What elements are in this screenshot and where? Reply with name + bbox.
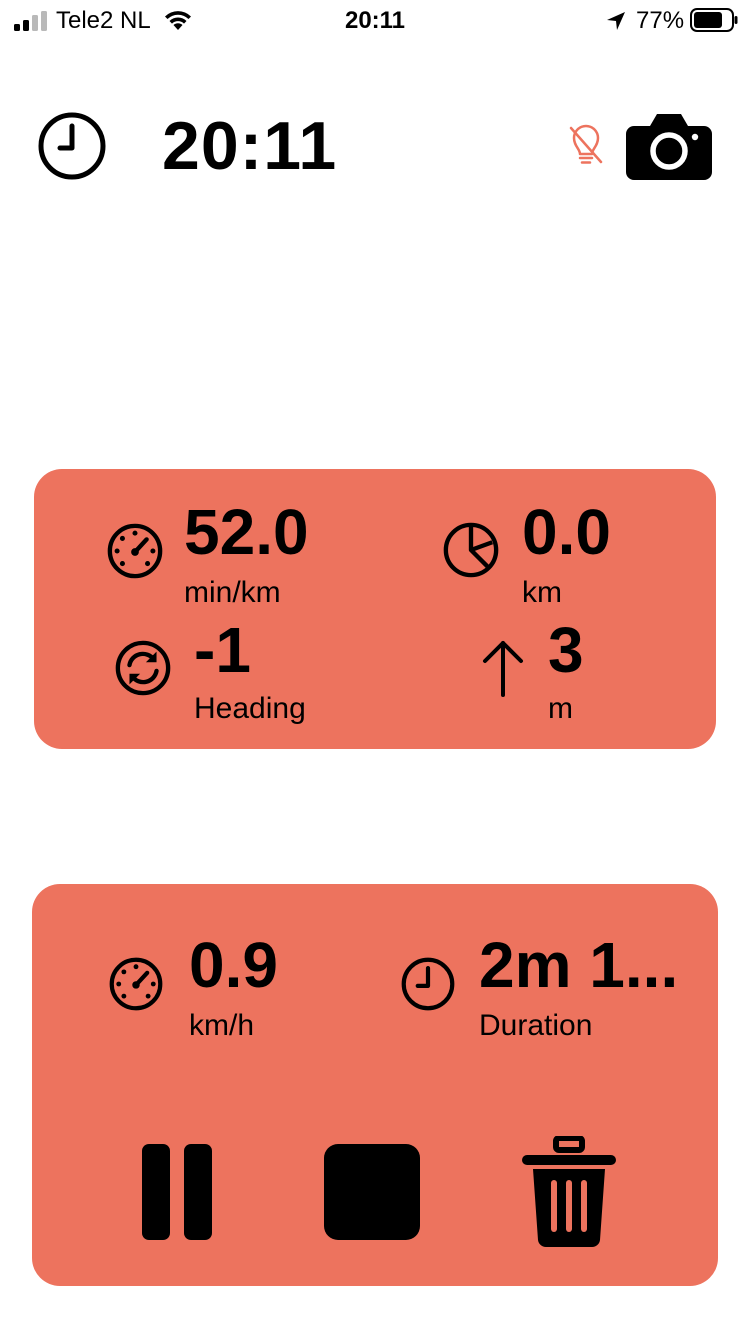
- altitude-unit: m: [548, 692, 573, 725]
- distance-value: 0.0: [522, 496, 611, 568]
- signal-icon: [14, 11, 47, 31]
- sync-icon: [115, 640, 171, 696]
- battery-percent: 77%: [636, 7, 685, 34]
- heading-value: -1: [194, 614, 251, 686]
- carrier-name: Tele2 NL: [56, 7, 151, 34]
- status-time: 20:11: [344, 7, 406, 34]
- status-bar: Tele2 NL 20:11 77%: [0, 0, 750, 44]
- speedometer-icon: [109, 957, 163, 1011]
- lightbulb-off-icon[interactable]: [566, 124, 606, 168]
- pace-value: 52.0: [184, 496, 309, 568]
- battery-icon: [690, 8, 738, 32]
- stop-icon[interactable]: [324, 1144, 420, 1240]
- heading-unit: Heading: [194, 692, 306, 725]
- speed-metric: 0.9 km/h: [32, 884, 372, 1064]
- pace-metric: 52.0 min/km: [34, 469, 374, 609]
- arrow-up-icon: [483, 641, 523, 697]
- duration-metric: 2m 1... Duration: [372, 884, 718, 1064]
- clock-icon: [401, 957, 455, 1011]
- session-card: 0.9 km/h 2m 1... Duration: [32, 884, 718, 1286]
- duration-unit: Duration: [479, 1009, 593, 1042]
- pie-chart-icon: [443, 522, 499, 578]
- speed-unit: km/h: [189, 1009, 255, 1042]
- duration-value: 2m 1...: [479, 929, 679, 1001]
- camera-icon[interactable]: [626, 112, 712, 180]
- wifi-icon: [165, 11, 191, 30]
- altitude-metric: 3 m: [374, 609, 716, 749]
- current-time: 20:11: [162, 108, 338, 184]
- distance-unit: km: [522, 576, 562, 609]
- clock-icon: [38, 112, 106, 180]
- stats-card: 52.0 min/km 0.0 km -1 Heading: [34, 469, 716, 749]
- pace-unit: min/km: [184, 576, 281, 609]
- pause-icon[interactable]: [140, 1144, 214, 1240]
- distance-metric: 0.0 km: [374, 469, 716, 609]
- heading-metric: -1 Heading: [34, 609, 374, 749]
- trash-icon[interactable]: [521, 1136, 617, 1248]
- speed-value: 0.9: [189, 929, 278, 1001]
- speedometer-icon: [107, 523, 163, 579]
- altitude-value: 3: [548, 614, 584, 686]
- location-arrow-icon: [607, 12, 625, 30]
